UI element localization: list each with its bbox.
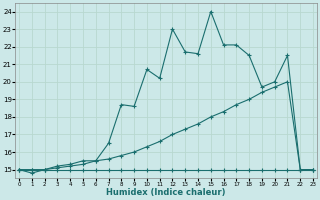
X-axis label: Humidex (Indice chaleur): Humidex (Indice chaleur) <box>106 188 226 197</box>
